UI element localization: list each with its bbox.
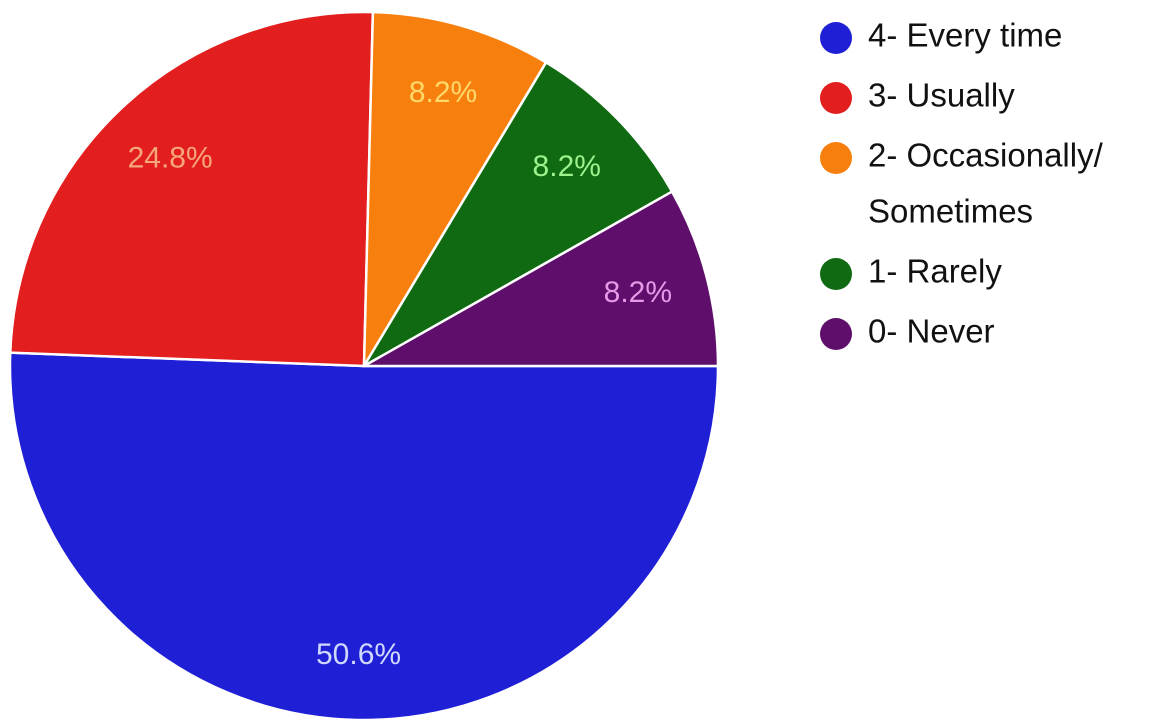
pie-slice-2 (362, 10, 548, 368)
pie-slice-3 (362, 61, 674, 368)
slice-label-0: 50.6% (316, 638, 401, 671)
legend-label-0: 4- Every time (868, 17, 1062, 54)
legend-label-1: 3- Usually (868, 77, 1015, 114)
legend-swatch-2 (820, 142, 852, 174)
legend-label-3: 1- Rarely (868, 253, 1002, 290)
legend-swatch-1 (820, 82, 852, 114)
slice-label-1: 24.8% (128, 141, 213, 174)
legend-swatch-4 (820, 318, 852, 350)
legend-swatch-3 (820, 258, 852, 290)
slice-label-4: 8.2% (604, 276, 672, 309)
legend-label-2-line-1: Sometimes (868, 193, 1033, 230)
slice-label-3: 8.2% (533, 150, 601, 183)
legend-label-2-line-0: 2- Occasionally/ (868, 137, 1104, 174)
pie-slice-4 (362, 190, 720, 368)
slice-label-2: 8.2% (409, 76, 477, 109)
legend-swatch-0 (820, 22, 852, 54)
legend-label-4: 0- Never (868, 313, 995, 350)
pie-slice-1 (9, 10, 375, 368)
